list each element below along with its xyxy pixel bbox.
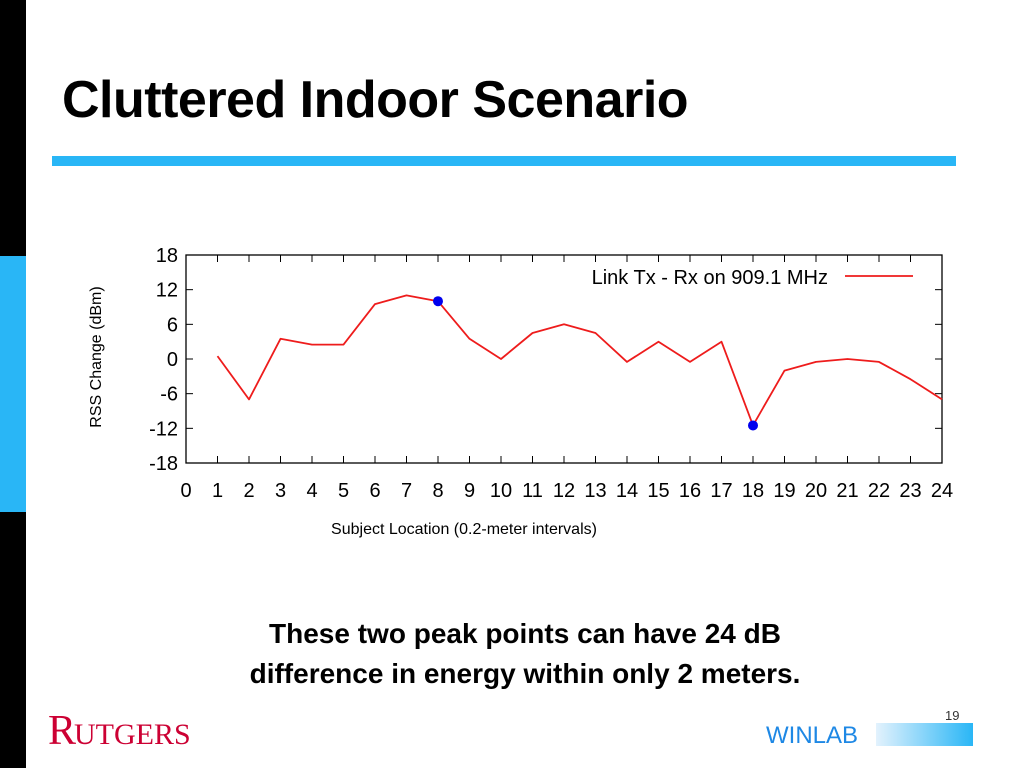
caption-line-2: difference in energy within only 2 meter… — [249, 658, 801, 689]
x-tick-label: 10 — [490, 480, 512, 502]
x-tick-label: 8 — [432, 480, 443, 502]
series-line — [216, 294, 943, 427]
x-tick-label: 20 — [805, 480, 827, 502]
x-tick-label: 17 — [710, 480, 732, 502]
caption: These two peak points can have 24 dB dif… — [160, 614, 890, 694]
x-tick-label: 9 — [464, 480, 475, 502]
x-tick-label: 3 — [275, 480, 286, 502]
x-tick-label: 18 — [742, 480, 764, 502]
y-tick-label: 18 — [156, 245, 178, 267]
svg-text:UTGERS: UTGERS — [74, 718, 191, 751]
y-axis-label: RSS Change (dBm) — [88, 286, 105, 427]
highlight-marker — [748, 420, 758, 431]
y-tick-label: -12 — [149, 418, 178, 440]
x-tick-label: 1 — [212, 480, 223, 502]
slide-title: Cluttered Indoor Scenario — [62, 71, 689, 129]
caption-line-1: These two peak points can have 24 dB — [269, 618, 781, 649]
y-tick-label: 0 — [167, 349, 178, 371]
highlight-marker — [433, 296, 443, 307]
x-tick-label: 5 — [338, 480, 349, 502]
plot-frame — [185, 254, 943, 464]
y-tick-label: 12 — [156, 280, 178, 302]
x-tick-label: 13 — [584, 480, 606, 502]
x-tick-label: 0 — [180, 480, 191, 502]
y-tick-label: -18 — [149, 453, 178, 475]
slide-number: 19 — [945, 708, 960, 723]
x-tick-label: 4 — [306, 480, 317, 502]
x-tick-label: 23 — [899, 480, 921, 502]
y-tick-label: -6 — [160, 384, 178, 406]
winlab-logo-text: WINLAB — [766, 722, 859, 749]
x-tick-label: 2 — [243, 480, 254, 502]
x-tick-label: 6 — [369, 480, 380, 502]
x-tick-label: 15 — [647, 480, 669, 502]
x-tick-label: 11 — [522, 480, 543, 502]
title-underline — [52, 156, 956, 166]
x-tick-label: 22 — [868, 480, 890, 502]
x-tick-label: 21 — [836, 480, 858, 502]
x-tick-label: 12 — [553, 480, 575, 502]
x-tick-label: 7 — [401, 480, 412, 502]
x-axis-label: Subject Location (0.2-meter intervals) — [331, 521, 597, 538]
svg-text:R: R — [48, 710, 76, 754]
x-tick-label: 14 — [616, 480, 638, 502]
winlab-logo: WINLAB — [766, 720, 973, 749]
winlab-logo-gradient — [876, 723, 973, 746]
rutgers-wordmark: R UTGERS — [48, 708, 191, 754]
x-tick-label: 19 — [773, 480, 795, 502]
left-accent-bar — [0, 256, 26, 512]
rutgers-logo: R UTGERS — [48, 708, 198, 762]
x-tick-label: 16 — [679, 480, 701, 502]
x-tick-label: 24 — [931, 480, 953, 502]
y-tick-label: 6 — [167, 314, 178, 336]
legend-label: Link Tx - Rx on 909.1 MHz — [592, 267, 828, 289]
